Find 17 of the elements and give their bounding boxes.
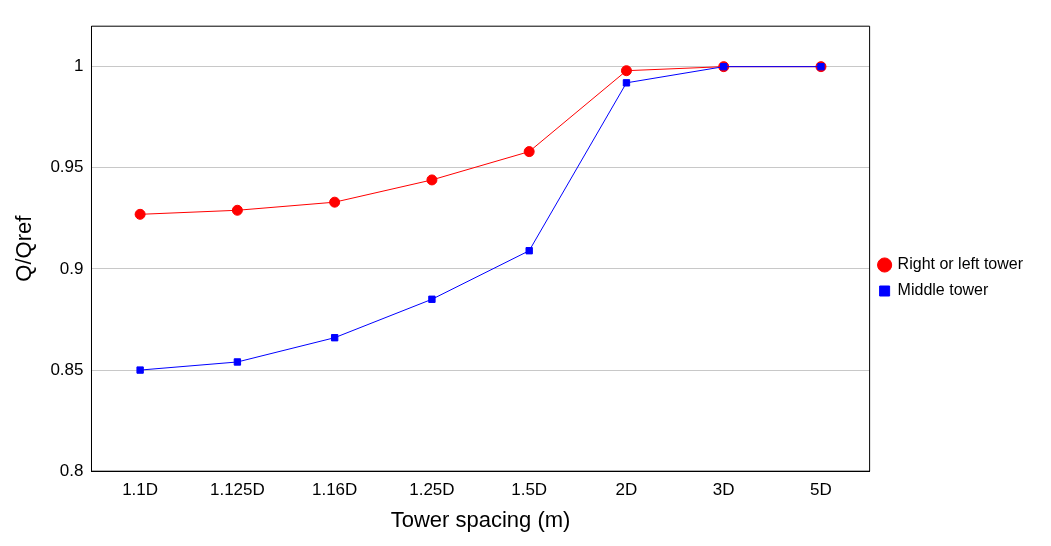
y-tick-label: 0.9 bbox=[59, 258, 84, 278]
y-tick-label: 0.85 bbox=[50, 359, 84, 379]
y-tick-label: 0.8 bbox=[59, 460, 84, 480]
y-axis-title: Q/Qref bbox=[11, 214, 37, 282]
y-tick-label: 1 bbox=[74, 56, 84, 76]
x-tick-label: 5D bbox=[810, 480, 832, 500]
x-tick-label: 1.25D bbox=[409, 480, 455, 500]
x-axis-title: Tower spacing (m) bbox=[390, 506, 571, 532]
x-tick-label: 3D bbox=[712, 480, 735, 500]
legend-label: Middle tower bbox=[897, 281, 989, 299]
x-tick-label: 1.5D bbox=[511, 480, 548, 500]
y-tick-label: 0.95 bbox=[50, 157, 84, 177]
x-tick-label: 2D bbox=[615, 480, 638, 500]
legend-label: Right or left tower bbox=[897, 255, 1024, 273]
x-tick-label: 1.16D bbox=[311, 480, 358, 500]
x-tick-label: 1.1D bbox=[122, 480, 159, 500]
x-tick-label: 1.125D bbox=[209, 480, 265, 500]
